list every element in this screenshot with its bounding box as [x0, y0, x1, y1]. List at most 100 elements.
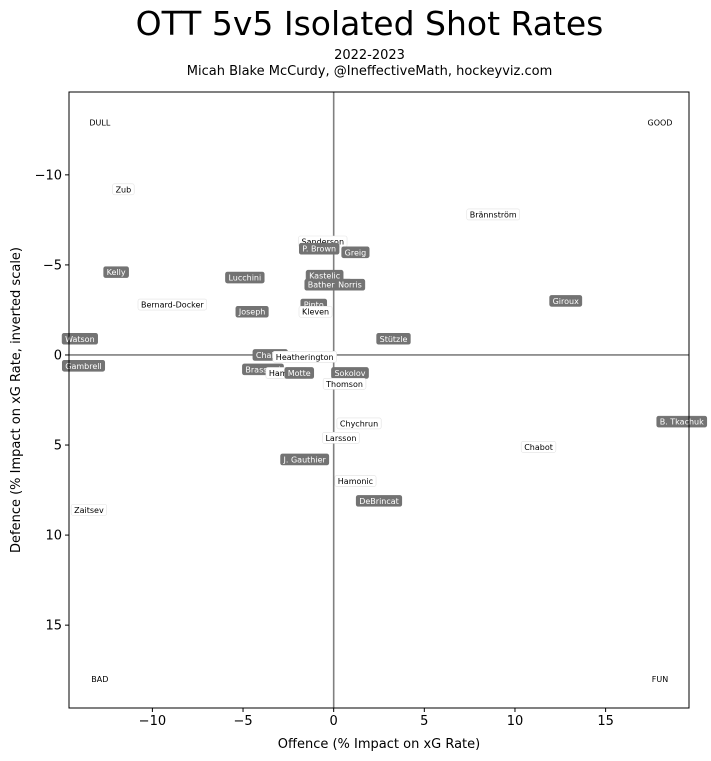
player-label: Kleven	[302, 308, 329, 317]
y-tick-label: −10	[35, 168, 62, 183]
player-point: Giroux	[549, 295, 583, 307]
player-point: Norris	[334, 278, 366, 291]
chart-title: OTT 5v5 Isolated Shot Rates	[135, 4, 604, 43]
player-label: Joseph	[238, 308, 266, 317]
player-point: Hamonic	[334, 475, 377, 487]
player-label: Chabot	[256, 351, 285, 360]
player-label: Brännström	[470, 210, 517, 219]
player-point: Stützle	[376, 332, 411, 345]
y-tick-label: −5	[43, 258, 62, 273]
player-label: Greig	[345, 248, 367, 257]
x-tick-label: 10	[507, 714, 524, 729]
x-tick-label: 15	[597, 714, 614, 729]
quadrant-label-fun: FUN	[652, 675, 668, 684]
player-point: Watson	[61, 332, 98, 345]
player-label-box	[284, 367, 315, 379]
player-label-box	[61, 332, 98, 345]
y-tick-label: 5	[54, 439, 62, 454]
player-label-box	[334, 278, 366, 291]
player-label: Sokolov	[334, 369, 365, 378]
x-tick-label: 5	[420, 714, 428, 729]
player-label: Sanderson	[302, 237, 344, 246]
player-label: DeBrincat	[359, 497, 399, 506]
chart-subtitle-credit: Micah Blake McCurdy, @IneffectiveMath, h…	[186, 64, 553, 79]
player-point: Greig	[341, 246, 370, 259]
player-label: Larsson	[325, 434, 356, 443]
player-label: Motte	[288, 369, 311, 378]
y-tick-label: 0	[54, 348, 62, 363]
player-label-box	[70, 504, 108, 516]
player-label: J. Gauthier	[283, 455, 327, 464]
player-label: Stützle	[380, 335, 408, 344]
quadrant-label-dull: DULL	[89, 119, 110, 128]
player-label: Pinto	[304, 301, 324, 310]
player-label-box	[322, 377, 367, 390]
player-label: Lucchini	[228, 274, 261, 283]
player-point: Kleven	[298, 305, 333, 318]
player-label: Chabot	[524, 443, 553, 452]
player-label-box	[334, 475, 377, 487]
player-point: Motte	[284, 367, 315, 379]
player-point: Kelly	[103, 266, 129, 278]
player-label: Zaitsev	[74, 506, 104, 515]
player-label-box	[137, 298, 207, 311]
x-tick-label: −10	[139, 714, 166, 729]
player-label-box	[656, 415, 708, 428]
player-label-box	[322, 432, 360, 444]
player-point: B. Tkachuk	[656, 415, 708, 428]
player-label-box	[341, 246, 370, 259]
chart-subtitle-season: 2022-2023	[334, 48, 405, 63]
player-label: Thomson	[325, 380, 363, 389]
player-label-box	[298, 242, 340, 255]
player-label: P. Brown	[302, 245, 336, 254]
player-label: B. Tkachuk	[660, 418, 704, 427]
quadrant-label-good: GOOD	[648, 119, 673, 128]
player-point: J. Gauthier	[280, 453, 330, 466]
y-tick-label: 10	[45, 529, 62, 544]
player-label-box	[280, 453, 330, 466]
player-point: Thomson	[322, 377, 367, 390]
x-axis-label: Offence (% Impact on xG Rate)	[278, 737, 480, 752]
player-label-box	[466, 208, 520, 221]
player-label: Zub	[116, 185, 132, 194]
player-label-box	[336, 417, 382, 430]
y-tick-label: 15	[45, 619, 62, 634]
player-label-box	[272, 350, 337, 363]
player-label-box	[225, 271, 265, 284]
plot-frame	[68, 91, 690, 709]
player-point: Lucchini	[225, 271, 265, 284]
player-point: Larsson	[322, 432, 360, 444]
player-label: Norris	[338, 281, 362, 290]
player-label: Batherson	[308, 281, 349, 290]
player-label: Watson	[65, 335, 95, 344]
player-label-box	[61, 359, 106, 372]
player-label: Kastelic	[309, 272, 340, 281]
player-label-box	[355, 495, 403, 507]
x-tick-label: 0	[330, 714, 338, 729]
player-label-box	[298, 305, 333, 318]
quadrant-label-bad: BAD	[91, 675, 108, 684]
player-label: Heatherington	[276, 353, 334, 362]
player-label-box	[376, 332, 411, 345]
player-label: Giroux	[553, 297, 580, 306]
player-point: Brännström	[466, 208, 520, 221]
player-point: Gambrell	[61, 359, 106, 372]
player-point: Chychrun	[336, 417, 382, 430]
player-point: Bernard-Docker	[137, 298, 207, 311]
player-point: Chabot	[520, 441, 557, 453]
player-label-box	[103, 266, 129, 278]
player-label: Chychrun	[340, 419, 378, 428]
player-label-box	[520, 441, 557, 453]
player-label: Gambrell	[65, 362, 101, 371]
player-label: Bernard-Docker	[141, 301, 204, 310]
player-label: Brassard	[245, 365, 280, 374]
player-point: Heatherington	[272, 350, 337, 363]
player-point: Sokolov	[331, 367, 369, 379]
player-point: Joseph	[235, 305, 269, 318]
player-label: Hamonic	[338, 477, 373, 486]
player-point: Zub	[112, 183, 135, 196]
player-label-box	[549, 295, 583, 307]
y-axis-label: Defence (% Impact on xG Rate, inverted s…	[9, 247, 24, 553]
player-label-box	[235, 305, 269, 318]
